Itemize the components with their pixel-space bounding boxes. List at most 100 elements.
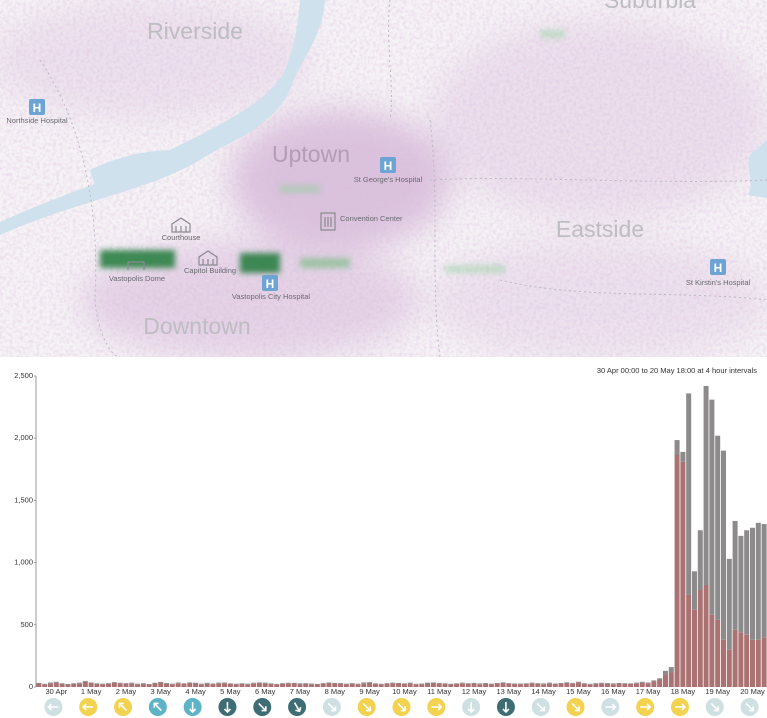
bar xyxy=(77,682,83,684)
wind-arrow xyxy=(47,703,59,711)
bar xyxy=(245,683,251,685)
bar xyxy=(425,683,431,687)
wind-arrow xyxy=(189,702,197,714)
wind-arrow xyxy=(118,702,128,712)
bar xyxy=(303,683,309,687)
bar xyxy=(506,683,512,684)
river-channel xyxy=(90,150,175,185)
bar xyxy=(442,683,448,684)
place-label: Capitol Building xyxy=(184,266,236,275)
bar xyxy=(123,684,129,687)
bar xyxy=(314,684,320,687)
bar xyxy=(407,682,413,684)
bar xyxy=(744,634,750,687)
bar xyxy=(77,683,83,687)
x-tick-label: 3 May xyxy=(151,687,172,696)
bar xyxy=(622,683,628,687)
bar xyxy=(268,683,274,685)
bar xyxy=(367,682,373,687)
bar xyxy=(291,683,297,687)
bar xyxy=(691,609,697,687)
bar xyxy=(384,683,390,687)
x-tick-label: 14 May xyxy=(531,687,556,696)
bar xyxy=(280,683,286,687)
bar xyxy=(419,684,425,687)
bar xyxy=(448,683,454,685)
bar xyxy=(523,683,529,687)
wind-icon xyxy=(531,698,550,716)
bar xyxy=(633,683,639,687)
bar xyxy=(720,450,726,640)
y-tick-label: 0 xyxy=(29,682,33,691)
bar xyxy=(413,684,419,687)
x-tick-label: 2 May xyxy=(116,687,137,696)
district-label: Suburbia xyxy=(604,0,696,13)
bar xyxy=(599,683,605,687)
x-tick-label: 1 May xyxy=(81,687,102,696)
bar xyxy=(100,684,106,687)
bar xyxy=(291,682,297,684)
bar xyxy=(622,683,628,684)
bar xyxy=(517,684,523,687)
bar xyxy=(251,682,257,684)
chart-annotation: 30 Apr 00:00 to 20 May 18:00 at 4 hour i… xyxy=(597,366,757,375)
bar xyxy=(575,681,581,683)
wind-arrow xyxy=(82,703,94,711)
bar xyxy=(541,684,547,687)
x-tick-label: 16 May xyxy=(601,687,626,696)
bar xyxy=(233,683,239,685)
bar xyxy=(645,683,651,687)
wind-icon xyxy=(183,698,202,716)
wind-icon xyxy=(601,698,620,716)
bar xyxy=(338,684,344,687)
bar xyxy=(193,682,199,684)
wind-icon xyxy=(496,698,515,716)
bar xyxy=(407,683,413,687)
bar xyxy=(378,684,384,687)
bar xyxy=(175,682,181,684)
bar xyxy=(587,684,593,687)
bar xyxy=(732,629,738,687)
bar xyxy=(570,682,576,684)
bar xyxy=(686,393,692,595)
bar xyxy=(239,683,245,684)
x-tick-label: 15 May xyxy=(566,687,591,696)
bar xyxy=(732,520,738,630)
bar xyxy=(59,683,65,684)
chart: 30 Apr 00:00 to 20 May 18:00 at 4 hour i… xyxy=(14,366,767,716)
bar xyxy=(274,684,280,687)
bar xyxy=(442,683,448,687)
x-tick-label: 6 May xyxy=(255,687,276,696)
bar xyxy=(755,522,761,640)
bar xyxy=(135,683,141,685)
bar xyxy=(42,684,48,687)
bar xyxy=(639,682,645,687)
bar xyxy=(529,683,535,687)
x-tick-label: 12 May xyxy=(462,687,487,696)
map: H H H H Suburbia Riverside Uptown Eastsi… xyxy=(0,0,767,357)
bar xyxy=(639,681,645,683)
wind-arrow xyxy=(467,702,475,714)
x-tick-label: 8 May xyxy=(325,687,346,696)
bar xyxy=(320,683,326,687)
bar xyxy=(326,683,332,687)
bar xyxy=(401,683,407,685)
bar xyxy=(680,451,686,462)
bar xyxy=(709,614,715,687)
x-tick-label: 17 May xyxy=(636,687,661,696)
bar xyxy=(48,682,54,684)
x-tick-label: 18 May xyxy=(671,687,696,696)
wind-arrow xyxy=(223,702,232,714)
bar xyxy=(674,454,680,687)
bar xyxy=(668,667,674,673)
hospital-icons: H H H H xyxy=(29,99,726,291)
bar xyxy=(396,682,402,684)
bar xyxy=(488,683,494,685)
bar xyxy=(593,683,599,687)
wind-icon xyxy=(322,698,341,716)
wind-icon xyxy=(114,698,133,716)
bar xyxy=(436,682,442,684)
y-tick-label: 2,500 xyxy=(14,371,33,380)
wind-arrow xyxy=(640,703,652,711)
